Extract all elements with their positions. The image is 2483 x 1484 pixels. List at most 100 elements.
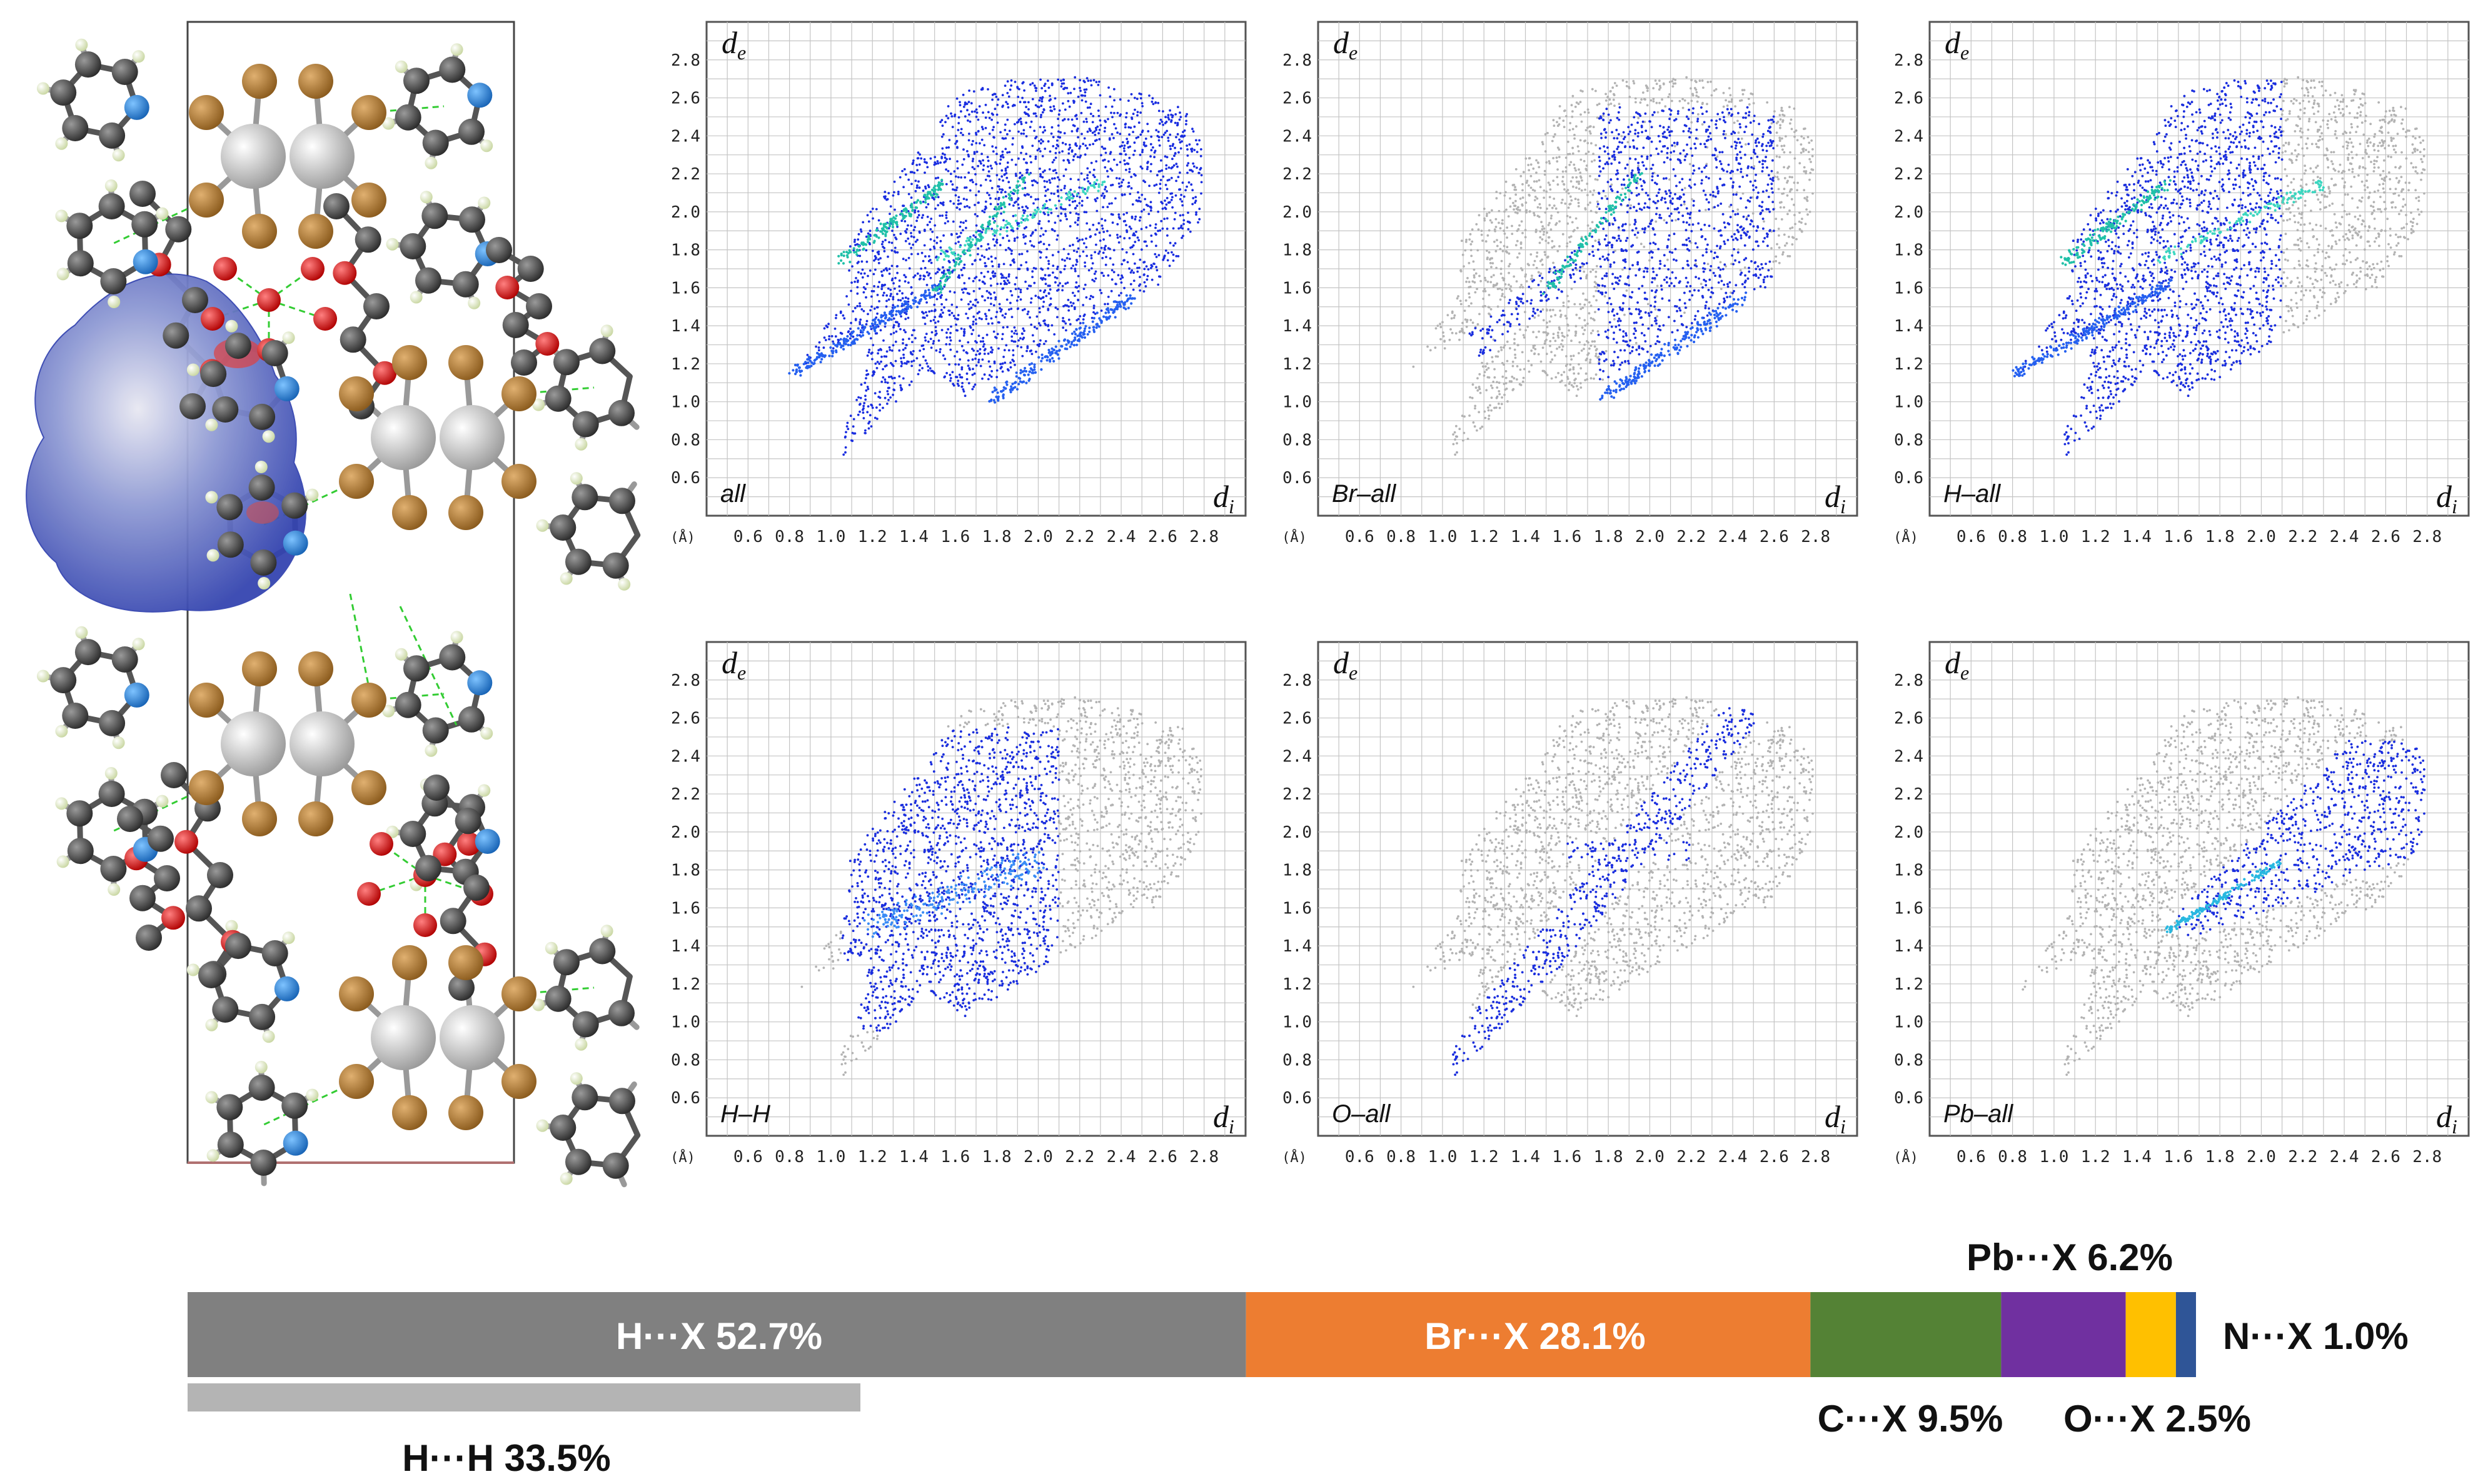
fingerprint-point [1148,94,1151,97]
atom-O [333,261,357,285]
fingerprint-point [1066,339,1069,342]
atom-C [182,287,208,313]
fingerprint-point [977,247,980,250]
fingerprint-point [997,185,1000,188]
fingerprint-point [1075,319,1079,322]
fingerprint-point [1014,329,1017,332]
fingerprint-point [1038,307,1041,310]
fingerprint-point [910,364,914,368]
fingerprint-point [860,230,863,233]
fingerprint-point [1011,388,1014,391]
fingerprint-point [1104,188,1106,191]
fingerprint-point [919,364,922,367]
fingerprint-point [964,176,967,179]
fingerprint-point [910,224,913,227]
fingerprint-point [1143,273,1146,276]
fingerprint-point [981,377,984,380]
fingerprint-point [1104,263,1107,266]
fingerprint-point [864,429,867,432]
fingerprint-point [1196,166,1198,169]
fingerprint-point [1026,113,1029,116]
fingerprint-point [1002,156,1005,159]
fingerprint-point [1494,226,1498,228]
fingerprint-point [1095,179,1099,182]
fingerprint-point [933,163,936,166]
fingerprint-point [1001,333,1004,336]
atom-H [225,920,238,933]
fingerprint-point [1023,369,1026,373]
fingerprint-point [880,270,883,273]
fingerprint-point [932,342,935,345]
fingerprint-point [985,314,988,318]
fingerprint-point [994,401,997,404]
fingerprint-point [1019,371,1022,374]
fingerprint-point [1149,143,1152,146]
fingerprint-point [1104,219,1107,222]
fingerprint-point [1173,154,1176,158]
fingerprint-point [966,237,969,240]
fingerprint-point [1057,118,1059,121]
fingerprint-point [807,364,810,368]
fingerprint-point [1002,393,1005,396]
atom-C [261,340,288,366]
fingerprint-point [924,323,927,325]
fingerprint-point [949,336,952,339]
fingerprint-point [877,349,880,352]
fingerprint-point [1022,236,1025,239]
fingerprint-point [1167,114,1170,117]
fingerprint-point [1157,109,1161,113]
fingerprint-point [1098,231,1101,234]
fingerprint-point [980,271,983,274]
fingerprint-point [1062,119,1064,122]
fingerprint-point [1503,344,1506,347]
fingerprint-point [1052,264,1055,267]
fingerprint-point [927,274,930,277]
fingerprint-point [1097,183,1100,186]
fingerprint-point [1141,167,1144,170]
fingerprint-point [1176,122,1179,124]
fingerprint-point [1017,121,1020,123]
fingerprint-point [1180,194,1182,196]
fingerprint-point [897,323,900,326]
fingerprint-point [959,208,961,211]
atom-Br [339,1064,374,1099]
fingerprint-point [1032,245,1035,248]
fingerprint-point [885,350,889,353]
fingerprint-point [909,351,912,354]
fingerprint-point [1633,82,1636,85]
fingerprint-point [1097,109,1100,112]
fingerprint-point [1793,157,1796,160]
atom-Br [448,1095,483,1130]
fingerprint-point [1012,360,1015,363]
atom-Br [448,345,483,380]
fingerprint-point [972,385,975,388]
fingerprint-point [907,316,910,319]
fingerprint-point [1104,303,1106,306]
fingerprint-point [980,153,983,156]
fingerprint-point [1021,206,1024,209]
fingerprint-point [953,291,956,294]
fingerprint-point [989,293,992,296]
fingerprint-point [1056,353,1059,356]
fingerprint-point [943,283,947,286]
atom-Br [501,464,536,499]
atom-Br [351,95,386,130]
x-tick-label: 1.6 [940,528,970,546]
fingerprint-point [1090,184,1093,187]
fingerprint-point [955,206,959,209]
atom-C [186,895,212,922]
fingerprint-point [1491,386,1494,389]
atom-C [553,349,580,376]
fingerprint-point [889,205,892,208]
fingerprint-point [1036,181,1039,184]
fingerprint-point [949,290,952,293]
fingerprint-point [1078,334,1081,337]
fingerprint-point [953,268,956,271]
fingerprint-point [1092,79,1095,82]
fingerprint-point [945,211,948,214]
fingerprint-point [1801,218,1803,220]
fingerprint-point [1154,253,1157,256]
fingerprint-point [870,404,874,407]
fingerprint-point [932,186,935,189]
fingerprint-point [1010,330,1014,333]
